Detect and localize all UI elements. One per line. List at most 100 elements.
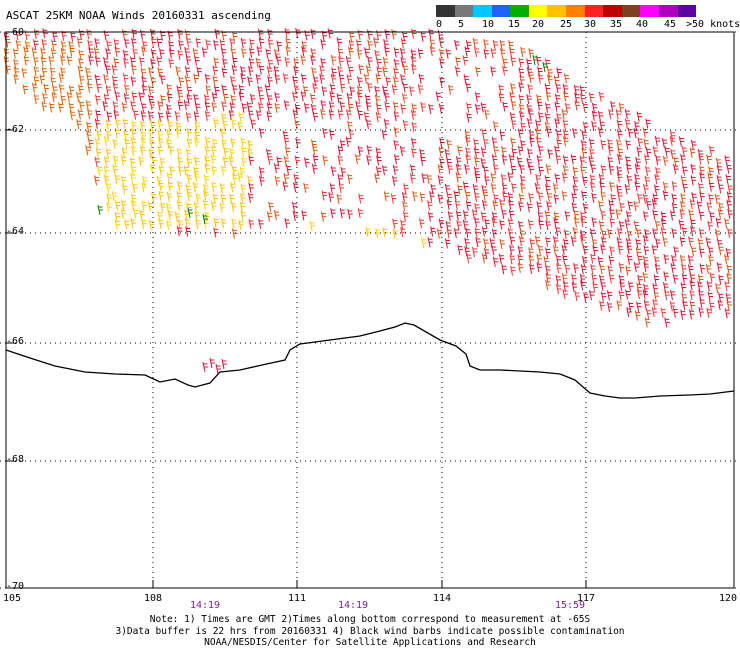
wind-barb xyxy=(454,199,461,210)
wind-barb xyxy=(178,76,184,87)
wind-barb xyxy=(78,84,84,95)
wind-barb xyxy=(591,120,597,132)
wind-barb xyxy=(607,138,613,149)
wind-barb xyxy=(617,190,623,201)
wind-barb xyxy=(113,109,120,121)
wind-barb xyxy=(502,57,508,68)
wind-barb xyxy=(546,191,553,202)
wind-barb xyxy=(528,254,534,266)
wind-barb xyxy=(192,48,199,59)
wind-barb xyxy=(490,48,497,59)
wind-barb xyxy=(464,130,471,141)
wind-barb xyxy=(411,121,418,132)
wind-barb xyxy=(491,217,498,228)
wind-barb xyxy=(213,217,220,228)
wind-barb xyxy=(545,247,551,258)
wind-barb xyxy=(229,147,235,159)
wind-barb xyxy=(384,29,390,40)
wind-barb xyxy=(501,264,507,275)
wind-barb xyxy=(601,236,607,247)
note-line-2: 3)Data buffer is 22 hrs from 20160331 4)… xyxy=(115,625,625,637)
wind-barb xyxy=(475,103,481,114)
wind-barb xyxy=(688,209,694,220)
wind-barb xyxy=(95,94,101,105)
wind-barb xyxy=(258,64,265,75)
wind-barb xyxy=(527,83,533,95)
wind-barb xyxy=(410,55,417,67)
wind-barb xyxy=(588,92,595,103)
wind-barb xyxy=(554,173,561,184)
wind-barb xyxy=(660,211,667,222)
wind-barb xyxy=(493,145,499,156)
wind-barb xyxy=(294,119,301,130)
wind-barb xyxy=(673,246,679,257)
wind-barb xyxy=(209,357,215,369)
wind-barb xyxy=(105,119,112,130)
wind-barb xyxy=(556,138,562,149)
wind-barb xyxy=(58,72,65,84)
wind-barb xyxy=(105,64,111,75)
wind-barb xyxy=(393,67,399,78)
wind-barb xyxy=(282,73,289,84)
wind-barb xyxy=(76,37,83,48)
legend-swatch-12 xyxy=(658,5,678,17)
wind-barb xyxy=(555,226,561,237)
wind-barb xyxy=(471,209,478,220)
wind-barb xyxy=(510,265,516,276)
wind-barb xyxy=(483,48,490,59)
wind-barb xyxy=(303,182,309,193)
wind-barb xyxy=(122,73,129,84)
wind-barb xyxy=(498,92,505,103)
wind-barb xyxy=(653,291,660,302)
wind-barb xyxy=(337,154,344,166)
wind-barb xyxy=(311,66,317,78)
wind-barb xyxy=(455,56,461,67)
wind-barb xyxy=(518,193,525,204)
wind-barb xyxy=(320,99,327,111)
wind-barb xyxy=(105,85,112,96)
legend-label-15: 15 xyxy=(508,19,521,30)
wind-barb xyxy=(106,40,112,51)
wind-barb xyxy=(473,166,480,177)
wind-barb xyxy=(528,73,535,84)
wind-barb xyxy=(661,138,668,149)
wind-barb xyxy=(384,91,390,102)
lon-label-117: 117 xyxy=(576,593,596,604)
wind-barb xyxy=(537,66,543,77)
wind-barb xyxy=(103,156,110,167)
wind-barb xyxy=(573,209,579,220)
wind-barb xyxy=(140,120,146,131)
wind-barb xyxy=(385,76,391,87)
wind-barb xyxy=(205,84,211,95)
wind-barb xyxy=(346,74,353,85)
wind-barb xyxy=(444,183,451,194)
wind-barb xyxy=(669,136,676,147)
wind-barb xyxy=(589,148,595,159)
wind-barb xyxy=(294,155,301,166)
wind-barb xyxy=(682,300,688,311)
wind-barb xyxy=(519,74,525,86)
wind-barb xyxy=(438,103,445,114)
wind-barb xyxy=(427,237,434,248)
wind-barb xyxy=(634,310,641,321)
wind-barb xyxy=(229,101,236,113)
wind-barb xyxy=(517,245,524,256)
wind-barb xyxy=(465,82,472,93)
wind-barb xyxy=(457,184,463,195)
wind-barb xyxy=(645,118,651,129)
wind-barb xyxy=(634,163,641,174)
wind-barb xyxy=(625,289,631,300)
wind-barb xyxy=(124,138,130,149)
wind-barb xyxy=(534,235,541,246)
wind-barb xyxy=(248,218,255,230)
wind-barb xyxy=(175,65,181,77)
wind-barb xyxy=(482,199,488,211)
wind-barb xyxy=(636,301,642,312)
wind-barb xyxy=(482,190,489,201)
wind-barb xyxy=(709,272,715,283)
wind-barb xyxy=(156,56,163,67)
wind-barb xyxy=(544,121,551,132)
wind-barb xyxy=(563,91,569,102)
wind-barbs xyxy=(3,27,733,375)
